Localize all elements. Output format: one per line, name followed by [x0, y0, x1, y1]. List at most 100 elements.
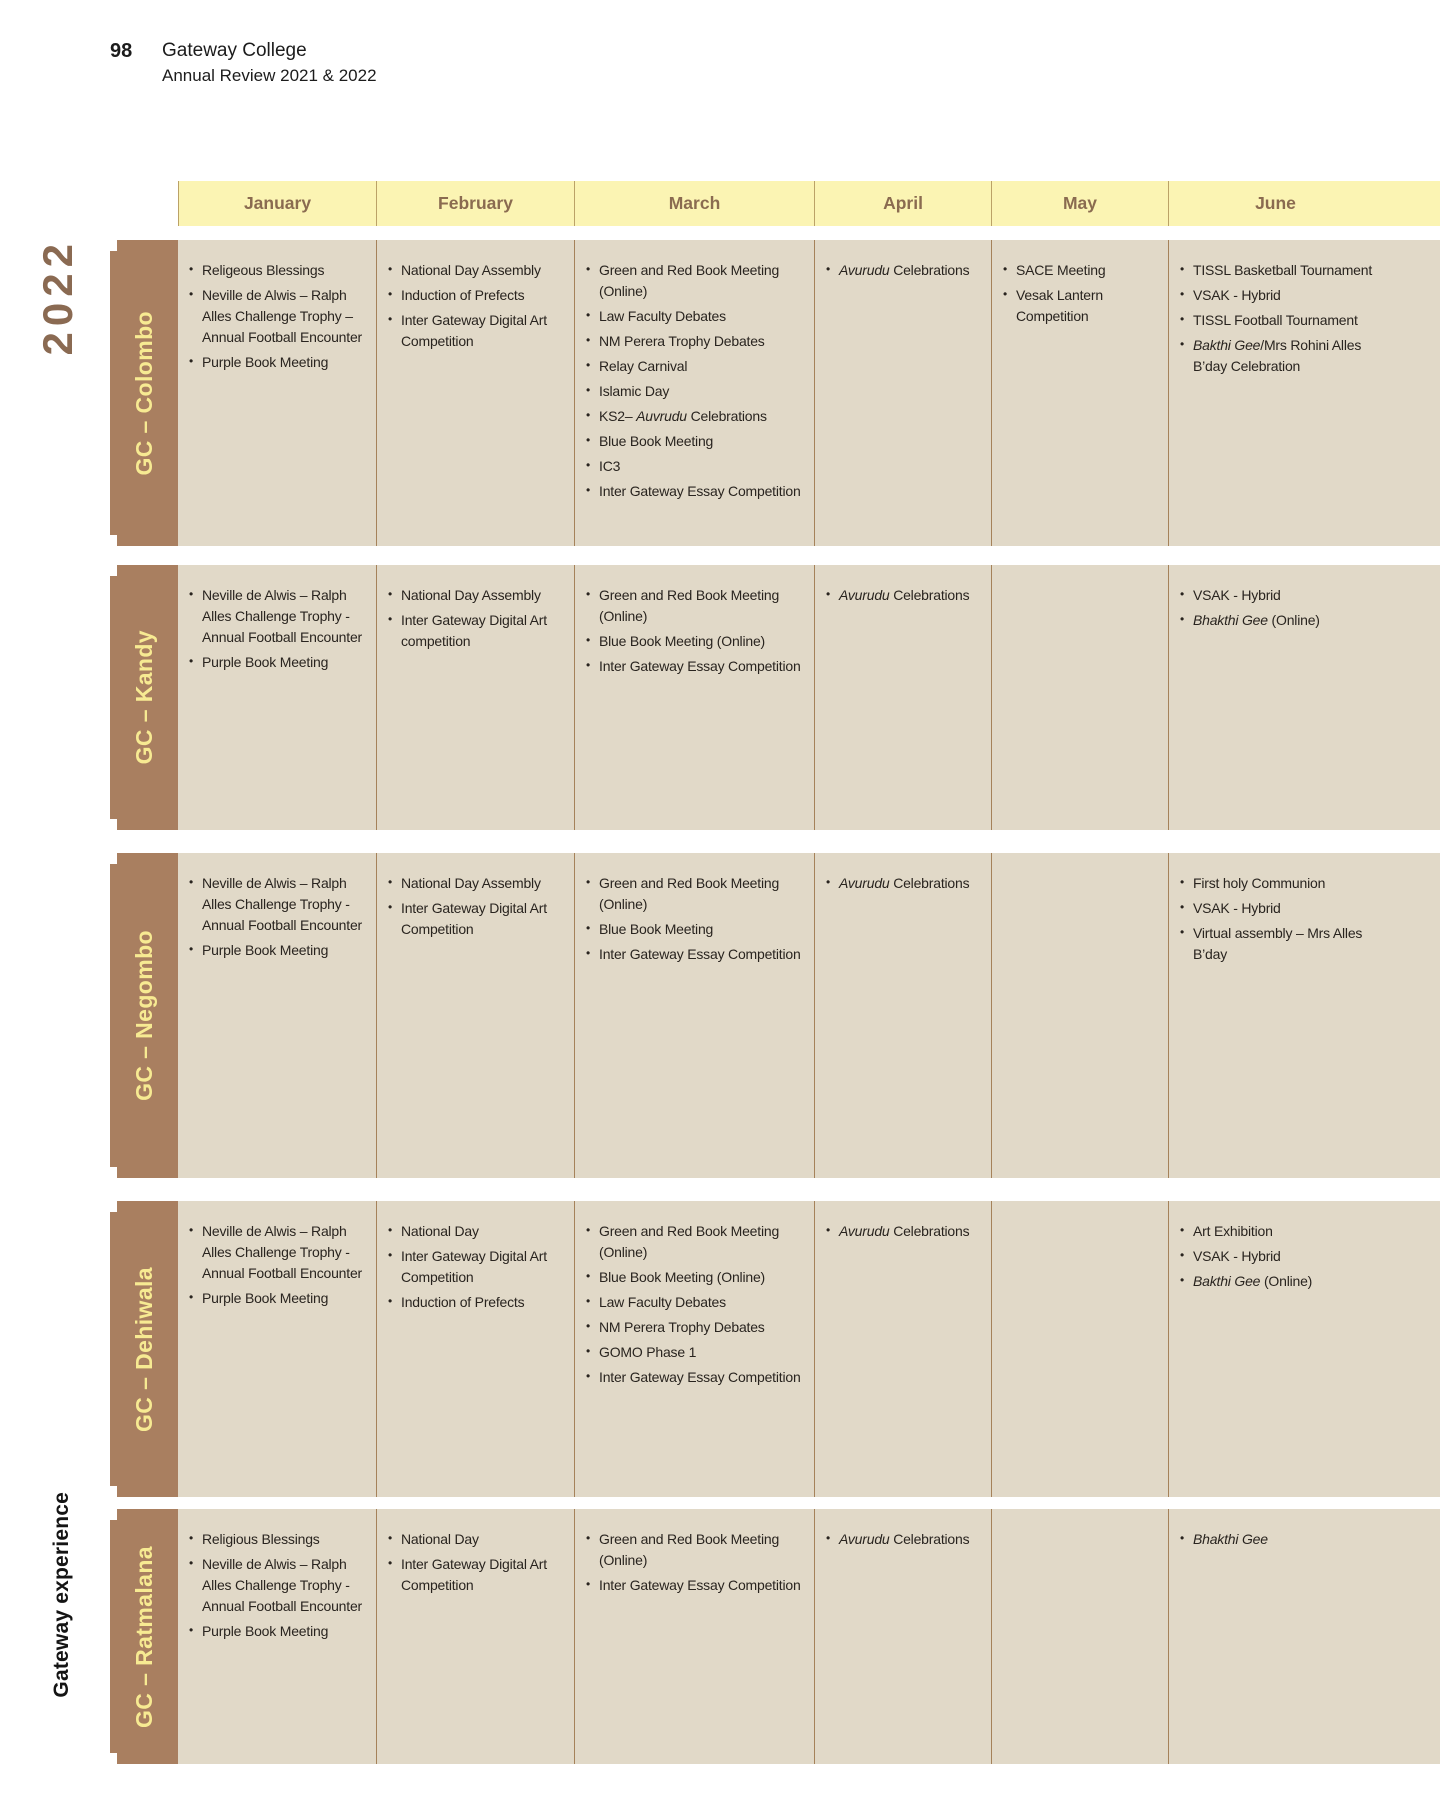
event-item: Purple Book Meeting: [186, 1288, 371, 1309]
event-item: NM Perera Trophy Debates: [583, 1317, 809, 1338]
row-label-tab: GC – Colombo: [110, 240, 178, 546]
row-label: GC – Kandy: [130, 630, 157, 765]
event-item: NM Perera Trophy Debates: [583, 331, 809, 352]
table-cell: [991, 1509, 1168, 1764]
table-cell: [991, 1201, 1168, 1497]
event-item: GOMO Phase 1: [583, 1342, 809, 1363]
row-label-tab: GC – Ratmalana: [110, 1509, 178, 1764]
table-cell: Green and Red Book Meeting (Online) Blue …: [574, 853, 814, 1178]
event-item: Bhakthi Gee: [1177, 1529, 1395, 1550]
event-item: Induction of Prefects: [385, 1292, 569, 1313]
table-cell: National Day Assembly Inter Gateway Digit…: [376, 853, 574, 1178]
row-label: GC – Ratmalana: [130, 1545, 157, 1728]
table-cell: Avurudu Celebrations: [814, 853, 991, 1178]
table-cell: Avurudu Celebrations: [814, 565, 991, 830]
event-item: Art Exhibition: [1177, 1221, 1395, 1242]
row-label: GC – Negombo: [130, 930, 157, 1101]
table-cell: Avurudu Celebrations: [814, 1201, 991, 1497]
event-item: Induction of Prefects: [385, 285, 569, 306]
event-item: National Day Assembly: [385, 873, 569, 894]
table-cell: VSAK - Hybrid Bhakthi Gee (Online): [1168, 565, 1440, 830]
event-item: Virtual assembly – Mrs Alles B’day: [1177, 923, 1395, 965]
event-item: Neville de Alwis – Ralph Alles Challenge…: [186, 873, 371, 936]
event-item: Neville de Alwis – Ralph Alles Challenge…: [186, 285, 371, 348]
table-cell: TISSL Basketball Tournament VSAK - Hybrid…: [1168, 240, 1440, 546]
calendar-table: January February March April May June GC – Co…: [110, 181, 1440, 1764]
event-item: Green and Red Book Meeting (Online): [583, 260, 809, 302]
event-item: KS2– Auvrudu Celebrations: [583, 406, 809, 427]
table-cell: [991, 853, 1168, 1178]
event-item: Purple Book Meeting: [186, 352, 371, 373]
event-item: Green and Red Book Meeting (Online): [583, 873, 809, 915]
event-item: Green and Red Book Meeting (Online): [583, 585, 809, 627]
page-subtitle: Annual Review 2021 & 2022: [162, 66, 377, 85]
event-item: Religious Blessings: [186, 1529, 371, 1550]
event-item: Neville de Alwis – Ralph Alles Challenge…: [186, 585, 371, 648]
event-item: Green and Red Book Meeting (Online): [583, 1221, 809, 1263]
event-item: Inter Gateway Essay Competition: [583, 656, 809, 677]
table-cell: Green and Red Book Meeting (Online) Blue …: [574, 1201, 814, 1497]
table-body: GC – Colombo Religeous Blessings Neville d…: [110, 240, 1440, 1764]
event-item: Purple Book Meeting: [186, 652, 371, 673]
column-header-april: April: [814, 181, 991, 226]
table-cell: Neville de Alwis – Ralph Alles Challenge…: [178, 565, 376, 830]
event-item: Green and Red Book Meeting (Online): [583, 1529, 809, 1571]
table-cell: Neville de Alwis – Ralph Alles Challenge…: [178, 853, 376, 1178]
table-row: GC – Dehiwala Neville de Alwis – Ralph Al…: [110, 1201, 1440, 1497]
page-number: 98: [110, 40, 133, 62]
event-item: Inter Gateway Essay Competition: [583, 1367, 809, 1388]
event-item: Inter Gateway Digital Art Competition: [385, 310, 569, 352]
table-row: GC – Kandy Neville de Alwis – Ralph Alles…: [110, 565, 1440, 830]
column-header-january: January: [178, 181, 376, 226]
event-item: VSAK - Hybrid: [1177, 898, 1395, 919]
year-label: 2022: [34, 238, 81, 356]
event-item: Inter Gateway Essay Competition: [583, 944, 809, 965]
event-item: Avurudu Celebrations: [823, 1529, 986, 1550]
table-cell: [991, 565, 1168, 830]
event-item: Inter Gateway Digital Art Competition: [385, 898, 569, 940]
table-cell: Green and Red Book Meeting (Online) Inter…: [574, 1509, 814, 1764]
table-row: GC – Negombo Neville de Alwis – Ralph All…: [110, 853, 1440, 1178]
table-cell: Religious Blessings Neville de Alwis – Ra…: [178, 1509, 376, 1764]
event-item: Avurudu Celebrations: [823, 1221, 986, 1242]
event-item: Avurudu Celebrations: [823, 585, 986, 606]
event-item: VSAK - Hybrid: [1177, 1246, 1395, 1267]
row-label: GC – Dehiwala: [130, 1266, 157, 1432]
event-item: First holy Communion: [1177, 873, 1395, 894]
event-item: Avurudu Celebrations: [823, 260, 986, 281]
table-cell: Green and Red Book Meeting (Online) Blue …: [574, 565, 814, 830]
table-cell: Avurudu Celebrations: [814, 240, 991, 546]
event-item: National Day: [385, 1221, 569, 1242]
event-item: Inter Gateway Digital Art Competition: [385, 1554, 569, 1596]
gateway-experience-label: Gateway experience: [50, 1492, 73, 1698]
table-cell: First holy Communion VSAK - Hybrid Virtual…: [1168, 853, 1440, 1178]
event-item: Purple Book Meeting: [186, 940, 371, 961]
event-item: IC3: [583, 456, 809, 477]
event-item: Religeous Blessings: [186, 260, 371, 281]
event-item: TISSL Basketball Tournament: [1177, 260, 1395, 281]
event-item: Blue Book Meeting (Online): [583, 1267, 809, 1288]
event-item: Vesak Lantern Competition: [1000, 285, 1163, 327]
table-cell: Religeous Blessings Neville de Alwis – Ra…: [178, 240, 376, 546]
row-label: GC – Colombo: [130, 310, 157, 476]
event-item: Bakthi Gee (Online): [1177, 1271, 1395, 1292]
event-item: TISSL Football Tournament: [1177, 310, 1395, 331]
table-cell: National Day Inter Gateway Digital Art Co…: [376, 1509, 574, 1764]
event-item: Law Faculty Debates: [583, 306, 809, 327]
column-header-may: May: [991, 181, 1168, 226]
row-label-tab: GC – Negombo: [110, 853, 178, 1178]
table-cell: Neville de Alwis – Ralph Alles Challenge…: [178, 1201, 376, 1497]
event-item: Inter Gateway Essay Competition: [583, 1575, 809, 1596]
table-cell: National Day Assembly Induction of Prefec…: [376, 240, 574, 546]
event-item: Law Faculty Debates: [583, 1292, 809, 1313]
table-cell: Art Exhibition VSAK - Hybrid Bakthi Gee (O…: [1168, 1201, 1440, 1497]
table-cell: Green and Red Book Meeting (Online) Law F…: [574, 240, 814, 546]
event-item: Inter Gateway Digital Art competition: [385, 610, 569, 652]
event-item: Relay Carnival: [583, 356, 809, 377]
column-header-march: March: [574, 181, 814, 226]
page-header: 98 Gateway College Annual Review 2021 & …: [110, 40, 377, 86]
event-item: National Day Assembly: [385, 260, 569, 281]
event-item: Purple Book Meeting: [186, 1621, 371, 1642]
table-cell: National Day Assembly Inter Gateway Digit…: [376, 565, 574, 830]
event-item: Inter Gateway Digital Art Competition: [385, 1246, 569, 1288]
